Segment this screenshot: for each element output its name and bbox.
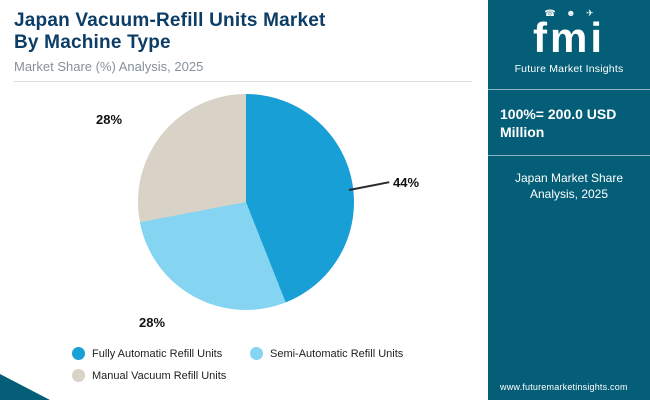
sidebar: ☎ ☻ ✈ fmi Future Market Insights 100%= 2… <box>488 0 650 400</box>
legend-dot-semi-automatic <box>250 347 263 360</box>
legend-label-fully-automatic: Fully Automatic Refill Units <box>92 347 223 360</box>
legend-label-semi-automatic: Semi-Automatic Refill Units <box>270 347 404 360</box>
chart-area: Japan Vacuum-Refill Units Market By Mach… <box>0 0 488 400</box>
pie-label-manual: 28% <box>96 112 123 127</box>
website-url: www.futuremarketinsights.com <box>500 382 628 392</box>
sidebar-caption: Japan Market Share Analysis, 2025 <box>488 156 650 202</box>
people-icon: ☻ <box>566 8 576 18</box>
chart-header: Japan Vacuum-Refill Units Market By Mach… <box>0 0 488 81</box>
sidebar-divider-2 <box>488 155 650 157</box>
legend-dot-manual <box>72 369 85 382</box>
legend-item-semi-automatic: Semi-Automatic Refill Units <box>250 347 403 360</box>
phone-icon: ☎ <box>544 8 556 18</box>
caption-line-1: Japan Market Share <box>514 171 624 186</box>
brand-logo: ☎ ☻ ✈ fmi Future Market Insights <box>488 0 650 75</box>
legend-row-2: Manual Vacuum Refill Units <box>72 369 477 382</box>
brand-name: Future Market Insights <box>514 62 624 75</box>
pie-label-fully-automatic: 44% <box>393 175 420 190</box>
chart-legend: Fully Automatic Refill Units Semi-Automa… <box>72 347 477 391</box>
page-title: Japan Vacuum-Refill Units Market By Mach… <box>14 10 472 55</box>
plane-icon: ✈ <box>586 8 594 18</box>
legend-item-fully-automatic: Fully Automatic Refill Units <box>72 347 250 360</box>
page-subtitle: Market Share (%) Analysis, 2025 <box>14 58 204 74</box>
pie-chart <box>138 94 354 310</box>
logo-icon-row: ☎ ☻ ✈ <box>488 9 650 18</box>
leader-line-44 <box>348 181 390 191</box>
pie-label-semi-automatic: 28% <box>139 315 166 330</box>
market-total-stat: 100%= 200.0 USD Million <box>500 105 617 141</box>
logo-wordmark: fmi <box>533 14 605 61</box>
corner-accent <box>0 374 50 400</box>
header-divider <box>14 80 472 82</box>
title-line-2: By Machine Type <box>14 32 171 54</box>
sidebar-divider-1 <box>488 88 650 90</box>
title-line-1: Japan Vacuum-Refill Units Market <box>14 10 326 31</box>
legend-dot-fully-automatic <box>72 347 85 360</box>
legend-item-manual: Manual Vacuum Refill Units <box>72 369 250 382</box>
caption-line-2: Analysis, 2025 <box>529 187 609 202</box>
legend-label-manual: Manual Vacuum Refill Units <box>92 369 227 382</box>
legend-row-1: Fully Automatic Refill Units Semi-Automa… <box>72 347 477 360</box>
